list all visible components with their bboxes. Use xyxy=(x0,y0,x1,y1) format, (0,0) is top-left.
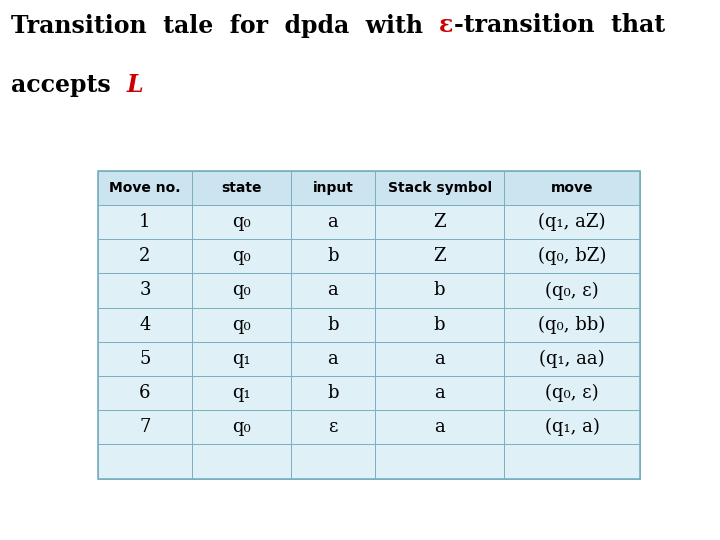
FancyBboxPatch shape xyxy=(504,171,639,205)
FancyBboxPatch shape xyxy=(192,239,291,273)
Text: move: move xyxy=(551,181,593,195)
Text: q₀: q₀ xyxy=(232,213,251,231)
Text: q₀: q₀ xyxy=(232,247,251,265)
Text: ε: ε xyxy=(328,418,338,436)
FancyBboxPatch shape xyxy=(504,273,639,308)
Text: (q₀, bZ): (q₀, bZ) xyxy=(538,247,606,266)
Text: Move no.: Move no. xyxy=(109,181,181,195)
Text: a: a xyxy=(434,418,445,436)
FancyBboxPatch shape xyxy=(99,171,192,205)
Text: 4: 4 xyxy=(139,316,150,334)
Text: 2: 2 xyxy=(139,247,150,265)
FancyBboxPatch shape xyxy=(375,239,504,273)
FancyBboxPatch shape xyxy=(375,410,504,444)
FancyBboxPatch shape xyxy=(504,342,639,376)
Text: accepts: accepts xyxy=(11,73,127,97)
Text: b: b xyxy=(327,247,338,265)
Text: Stack symbol: Stack symbol xyxy=(387,181,492,195)
Text: Z: Z xyxy=(433,247,446,265)
FancyBboxPatch shape xyxy=(192,444,291,478)
FancyBboxPatch shape xyxy=(192,308,291,342)
FancyBboxPatch shape xyxy=(504,239,639,273)
FancyBboxPatch shape xyxy=(192,273,291,308)
Text: b: b xyxy=(434,281,446,300)
Text: Z: Z xyxy=(433,213,446,231)
FancyBboxPatch shape xyxy=(192,376,291,410)
Text: (q₁, a): (q₁, a) xyxy=(544,418,600,436)
Text: 1: 1 xyxy=(139,213,150,231)
Text: b: b xyxy=(327,384,338,402)
Text: (q₁, aZ): (q₁, aZ) xyxy=(539,213,606,231)
FancyBboxPatch shape xyxy=(99,376,192,410)
Text: (q₁, aa): (q₁, aa) xyxy=(539,350,605,368)
FancyBboxPatch shape xyxy=(504,308,639,342)
Text: a: a xyxy=(434,350,445,368)
FancyBboxPatch shape xyxy=(375,273,504,308)
FancyBboxPatch shape xyxy=(291,171,375,205)
FancyBboxPatch shape xyxy=(99,205,192,239)
FancyBboxPatch shape xyxy=(375,205,504,239)
FancyBboxPatch shape xyxy=(504,410,639,444)
FancyBboxPatch shape xyxy=(504,444,639,478)
FancyBboxPatch shape xyxy=(291,376,375,410)
FancyBboxPatch shape xyxy=(99,444,192,478)
FancyBboxPatch shape xyxy=(375,171,504,205)
FancyBboxPatch shape xyxy=(291,205,375,239)
FancyBboxPatch shape xyxy=(99,239,192,273)
FancyBboxPatch shape xyxy=(192,205,291,239)
FancyBboxPatch shape xyxy=(291,308,375,342)
FancyBboxPatch shape xyxy=(192,342,291,376)
FancyBboxPatch shape xyxy=(375,444,504,478)
Text: L: L xyxy=(127,73,144,97)
Text: state: state xyxy=(221,181,261,195)
FancyBboxPatch shape xyxy=(291,239,375,273)
FancyBboxPatch shape xyxy=(192,171,291,205)
Text: 7: 7 xyxy=(139,418,150,436)
FancyBboxPatch shape xyxy=(291,273,375,308)
Text: (q₀, ε): (q₀, ε) xyxy=(545,281,599,300)
FancyBboxPatch shape xyxy=(192,410,291,444)
FancyBboxPatch shape xyxy=(504,376,639,410)
FancyBboxPatch shape xyxy=(291,342,375,376)
FancyBboxPatch shape xyxy=(99,308,192,342)
Text: (q₀, bb): (q₀, bb) xyxy=(539,315,606,334)
Text: q₀: q₀ xyxy=(232,281,251,300)
Text: b: b xyxy=(327,316,338,334)
Text: b: b xyxy=(434,316,446,334)
FancyBboxPatch shape xyxy=(291,410,375,444)
Text: -transition  that: -transition that xyxy=(454,14,665,37)
FancyBboxPatch shape xyxy=(291,444,375,478)
FancyBboxPatch shape xyxy=(504,205,639,239)
Text: q₁: q₁ xyxy=(232,350,251,368)
Text: 3: 3 xyxy=(139,281,150,300)
FancyBboxPatch shape xyxy=(375,342,504,376)
Text: a: a xyxy=(434,384,445,402)
Text: (q₀, ε): (q₀, ε) xyxy=(545,384,599,402)
Text: 5: 5 xyxy=(139,350,150,368)
Text: a: a xyxy=(328,350,338,368)
Text: input: input xyxy=(312,181,354,195)
FancyBboxPatch shape xyxy=(99,410,192,444)
FancyBboxPatch shape xyxy=(99,342,192,376)
Text: Transition  tale  for  dpda  with: Transition tale for dpda with xyxy=(11,14,439,37)
Text: 6: 6 xyxy=(139,384,150,402)
Text: ε: ε xyxy=(439,14,454,37)
FancyBboxPatch shape xyxy=(375,308,504,342)
Text: q₁: q₁ xyxy=(232,384,251,402)
FancyBboxPatch shape xyxy=(99,273,192,308)
Text: a: a xyxy=(328,213,338,231)
Text: a: a xyxy=(328,281,338,300)
FancyBboxPatch shape xyxy=(375,376,504,410)
Text: q₀: q₀ xyxy=(232,316,251,334)
Text: q₀: q₀ xyxy=(232,418,251,436)
